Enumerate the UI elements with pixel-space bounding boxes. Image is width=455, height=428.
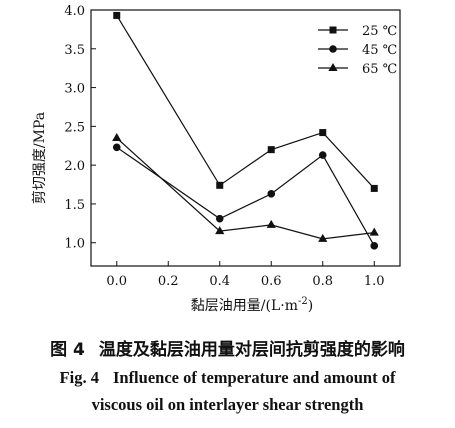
- series-line: [116, 146, 375, 247]
- series-circle: [112, 143, 379, 250]
- y-tick-label: 1.0: [64, 237, 85, 252]
- legend: 25 ℃ 45 ℃ 65 ℃: [318, 24, 397, 77]
- circle-marker: [370, 242, 379, 250]
- y-axis-label: 剪切强度/MPa: [32, 112, 48, 204]
- circle-marker: [215, 214, 224, 223]
- series-line: [116, 137, 375, 240]
- x-tick-label: 0.4: [209, 274, 230, 289]
- triangle-marker: [328, 63, 338, 71]
- caption-chinese-title: 温度及黏层油用量对层间抗剪强度的影响: [98, 340, 405, 360]
- square-marker: [319, 129, 327, 137]
- triangle-marker: [112, 133, 122, 141]
- triangle-marker: [318, 233, 328, 242]
- series-layer: [112, 11, 379, 250]
- square-marker: [370, 184, 378, 192]
- caption-english-title-2: viscous oil on interlayer shear strength: [91, 395, 364, 414]
- y-tick-label: 4.0: [64, 4, 85, 19]
- square-marker: [329, 26, 337, 34]
- y-tick-label: 3.5: [64, 43, 85, 58]
- caption-english-prefix: Fig. 4: [59, 368, 99, 387]
- x-tick-label: 0.2: [158, 274, 179, 289]
- caption-chinese-prefix: 图 4: [50, 340, 85, 360]
- x-tick-label: 0.6: [261, 274, 282, 289]
- square-marker: [267, 146, 275, 154]
- square-marker: [113, 11, 121, 19]
- x-axis-label-close: ): [308, 298, 313, 314]
- x-axis-label-main: 黏层油用量/(L·m: [191, 298, 298, 314]
- circle-marker: [318, 151, 327, 159]
- plot-frame: [90, 9, 401, 267]
- axes: 0.0 0.2 0.4 0.6 0.8 1.0 1.0 1.5 2.0 2.5 3.0 3.5 4.0: [64, 4, 401, 289]
- y-tick-label: 1.5: [64, 198, 85, 213]
- y-tick-label: 2.0: [64, 159, 85, 174]
- x-tick-label: 0.0: [106, 274, 127, 289]
- square-marker: [216, 181, 224, 189]
- series-triangle: [112, 133, 379, 242]
- caption-english-line-1: Fig. 4 Influence of temperature and amoun…: [0, 368, 455, 388]
- circle-marker: [267, 190, 276, 198]
- legend-label: 65 ℃: [362, 62, 397, 77]
- series-line: [116, 15, 375, 189]
- series-square: [113, 11, 378, 192]
- triangle-marker: [369, 227, 379, 236]
- circle-marker: [112, 143, 121, 152]
- caption-chinese: 图 4 温度及黏层油用量对层间抗剪强度的影响: [0, 335, 455, 360]
- y-tick-label: 2.5: [64, 120, 85, 135]
- x-axis-label: 黏层油用量/(L·m-2): [191, 296, 313, 314]
- caption-english-line-2: viscous oil on interlayer shear strength: [0, 395, 455, 415]
- circle-marker: [329, 45, 337, 53]
- y-tick-label: 3.0: [64, 82, 85, 97]
- x-axis-label-superscript: -2: [298, 296, 308, 307]
- legend-label: 45 ℃: [362, 43, 397, 58]
- legend-label: 25 ℃: [362, 24, 397, 39]
- x-tick-label: 0.8: [312, 274, 333, 289]
- triangle-marker: [215, 226, 225, 235]
- x-tick-label: 1.0: [364, 274, 385, 289]
- caption-english-title-1: Influence of temperature and amount of: [112, 368, 396, 387]
- triangle-marker: [266, 219, 276, 228]
- line-chart: 0.0 0.2 0.4 0.6 0.8 1.01.01.52.02.53.03.54.0 …: [32, 4, 401, 314]
